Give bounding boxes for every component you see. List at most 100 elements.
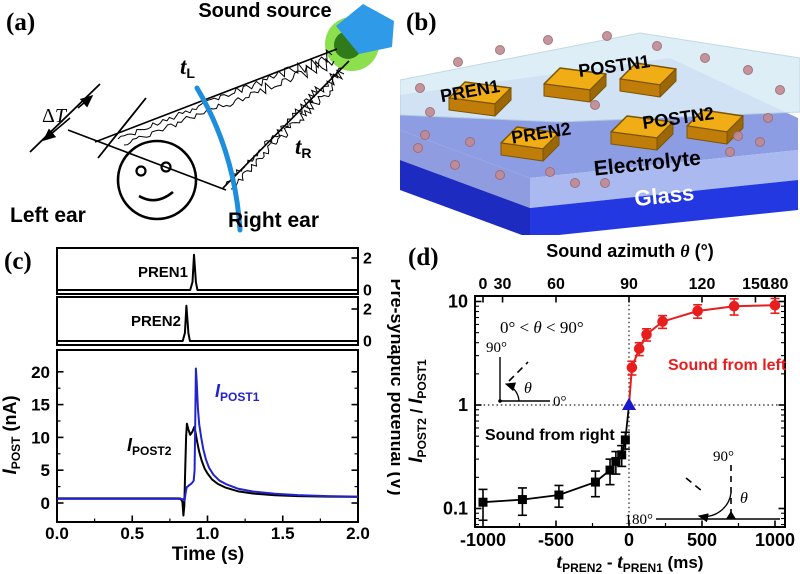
d-x-axis-title: tPREN2 - tPREN1 (ms) <box>557 551 704 574</box>
ion <box>495 45 505 55</box>
ion <box>495 170 505 180</box>
left-eye <box>135 165 147 177</box>
series-sound-from-right <box>478 431 630 522</box>
data-point-circle <box>657 316 668 327</box>
tick-label: 0 <box>479 276 488 293</box>
ray-to-left-ear <box>94 48 338 143</box>
wavefront-line-right <box>97 97 147 159</box>
sound-source-icon <box>325 4 394 71</box>
data-point-circle <box>633 343 645 354</box>
ion <box>415 83 425 93</box>
tick-label: 20 <box>31 363 50 382</box>
tick-label: 5 <box>41 461 50 480</box>
electrolyte-front-face <box>530 150 798 208</box>
panel-d-tag: (d) <box>408 244 439 271</box>
c-left-axis-title: IPOST (nA) <box>0 396 23 475</box>
ion <box>775 85 785 95</box>
ray-to-right-ear <box>222 60 350 189</box>
ion <box>420 130 430 140</box>
ion <box>425 107 435 117</box>
c-x-axis-title: Time (s) <box>172 544 245 565</box>
noise-trace <box>225 67 343 185</box>
c-frame-1 <box>56 296 359 346</box>
tick-label: -1000 <box>460 530 506 550</box>
pren1-pulse-label: PREN1 <box>138 264 188 281</box>
smile <box>138 190 174 202</box>
sound-from-right-label: Sound from right <box>485 427 615 444</box>
delta-t-arrow-down <box>42 117 71 142</box>
curve-pren2-pulse <box>57 304 358 342</box>
data-point-circle <box>728 300 740 312</box>
curve-ipost2 <box>57 422 359 517</box>
pren2-pulse-label: PREN2 <box>131 313 181 330</box>
panel-b-device-schematic: (b) PREN1 POSTN1 PREN2 POSTN2 Electrolyt… <box>400 9 800 235</box>
ion <box>570 178 580 188</box>
ion <box>763 113 773 123</box>
theta-arc <box>504 382 520 402</box>
ion <box>733 131 743 141</box>
tick-label: 2 <box>363 251 372 268</box>
data-point-circle <box>769 299 781 311</box>
electrode-side <box>659 68 677 98</box>
tick-label: 0.1 <box>443 499 468 519</box>
tick-label: 60 <box>547 276 565 293</box>
wavefront-arc <box>194 85 243 233</box>
glass-front-face <box>530 180 798 235</box>
c-frame-0 <box>56 247 359 295</box>
right-ear-label: Right ear <box>228 209 319 232</box>
curve-pren1-pulse <box>57 253 358 291</box>
curve-ipost1 <box>57 367 359 502</box>
c-right-axis-title: Pre-synaptic potential (V) <box>387 278 400 495</box>
electrode-side <box>494 87 512 117</box>
series-sound-from-left <box>626 297 781 376</box>
ion <box>725 147 735 157</box>
interaural-axis-line <box>67 129 227 191</box>
tick-label: 90 <box>620 276 638 293</box>
data-point-circle <box>641 329 652 340</box>
theta-label-right: θ <box>740 490 748 507</box>
panel-a-sound-localization-diagram: (a) Sound source ΔT tL <box>6 0 394 233</box>
speaker-icon <box>336 4 394 54</box>
ion <box>652 41 662 51</box>
glass-left-face <box>400 160 530 235</box>
ion <box>700 53 710 63</box>
theta-label-left: θ <box>524 380 532 397</box>
tick-label: 10 <box>31 428 50 447</box>
gold-electrodes <box>448 62 744 162</box>
ion <box>450 160 460 170</box>
data-point-square <box>478 497 488 507</box>
data-point-square <box>611 456 621 466</box>
ion <box>413 143 423 153</box>
noise-trace <box>123 57 335 146</box>
tick-label: -500 <box>538 530 574 550</box>
ion <box>600 178 610 188</box>
data-point-square <box>605 465 615 475</box>
tick-label: 30 <box>494 276 512 293</box>
tick-label: 2 <box>363 302 372 319</box>
data-point-circle <box>626 362 638 373</box>
electrode-side <box>589 73 607 103</box>
tick-label: 2.0 <box>346 524 370 543</box>
tick-label: 180 <box>762 276 789 293</box>
theta-dashed-ray-2 <box>685 477 703 492</box>
tick-label: 1 <box>458 395 468 415</box>
panel-a-tag: (a) <box>6 9 35 36</box>
tick-label: 150 <box>742 276 769 293</box>
ion <box>755 137 765 147</box>
tick-label: 1.5 <box>271 524 295 543</box>
sound-wave-squiggles <box>117 48 345 190</box>
deg180-label: 180° <box>625 512 654 528</box>
angle-inset-left: 90° 0° θ <box>486 340 567 410</box>
series-line-left <box>628 304 776 406</box>
deg90-label-right: 90° <box>713 449 734 465</box>
data-point-square <box>590 477 600 487</box>
data-point-circle <box>692 305 703 317</box>
series-coincident <box>622 397 636 410</box>
ion <box>743 65 753 75</box>
d-y-axis-title: IPOST2 / IPOST1 <box>406 359 429 463</box>
electrolyte-left-face <box>400 130 530 208</box>
deg0-label: 0° <box>553 394 567 410</box>
